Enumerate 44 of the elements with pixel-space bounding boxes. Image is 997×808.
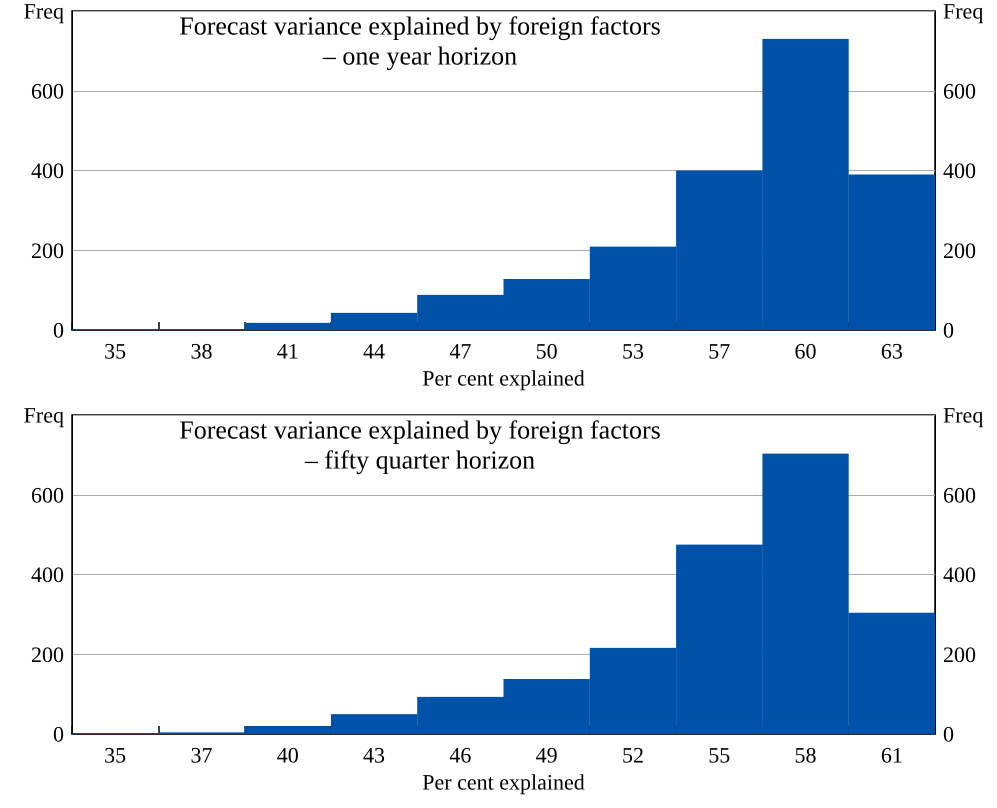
y2-tick-label: 200 — [943, 642, 976, 667]
x-tick-label: 50 — [536, 338, 558, 364]
y-tick-label: Freq — [24, 0, 64, 24]
x-tick-label: 61 — [880, 742, 903, 768]
y-tick-label: 400 — [31, 562, 64, 587]
x-tick-label: 52 — [622, 742, 644, 768]
y2-tick-label: 400 — [943, 158, 976, 183]
x-tick-label: 57 — [708, 338, 730, 364]
y-tick-label: 600 — [31, 78, 64, 104]
x-tick-label: 35 — [104, 338, 126, 364]
y2-tick-label: Freq — [943, 0, 984, 24]
x-axis-title: Per cent explained — [422, 769, 585, 794]
y2-tick-label: 200 — [943, 238, 976, 263]
y2-tick-label: 0 — [943, 318, 954, 342]
y-tick-label: 600 — [31, 482, 64, 508]
x-tick-label: 53 — [622, 338, 644, 364]
y-tick-label: 0 — [53, 722, 64, 746]
x-tick-label: 47 — [449, 338, 472, 364]
y-tick-label: 400 — [31, 158, 64, 183]
x-tick-label: 38 — [190, 338, 212, 364]
x-tick-label: 44 — [363, 338, 386, 364]
y2-tick-label: 400 — [943, 562, 976, 587]
x-tick-label: 63 — [880, 338, 903, 364]
x-tick-label: 49 — [536, 742, 558, 768]
y-tick-label: Freq — [24, 402, 64, 428]
x-tick-label: 58 — [794, 742, 817, 768]
x-tick-label: 37 — [190, 742, 212, 768]
y2-tick-label: Freq — [943, 402, 984, 428]
x-tick-label: 46 — [449, 742, 472, 768]
y-tick-label: 0 — [53, 318, 64, 342]
x-tick-label: 40 — [276, 742, 299, 768]
x-tick-label: 43 — [363, 742, 386, 768]
x-tick-label: 55 — [708, 742, 730, 768]
y2-tick-label: 0 — [943, 722, 954, 746]
text: Forecast variance explained by foreign factors – fifty quarter horizon — [179, 416, 661, 474]
x-tick-label: 35 — [104, 742, 126, 768]
y-tick-label: 200 — [31, 642, 64, 667]
x-tick-label: 60 — [794, 338, 817, 364]
x-tick-label: 41 — [276, 338, 299, 364]
text: Forecast variance explained by foreign factors – one year horizon — [179, 12, 661, 70]
y-tick-label: 200 — [31, 238, 64, 263]
y2-tick-label: 600 — [943, 78, 976, 104]
y2-tick-label: 600 — [943, 482, 976, 508]
x-axis-title: Per cent explained — [422, 365, 585, 390]
